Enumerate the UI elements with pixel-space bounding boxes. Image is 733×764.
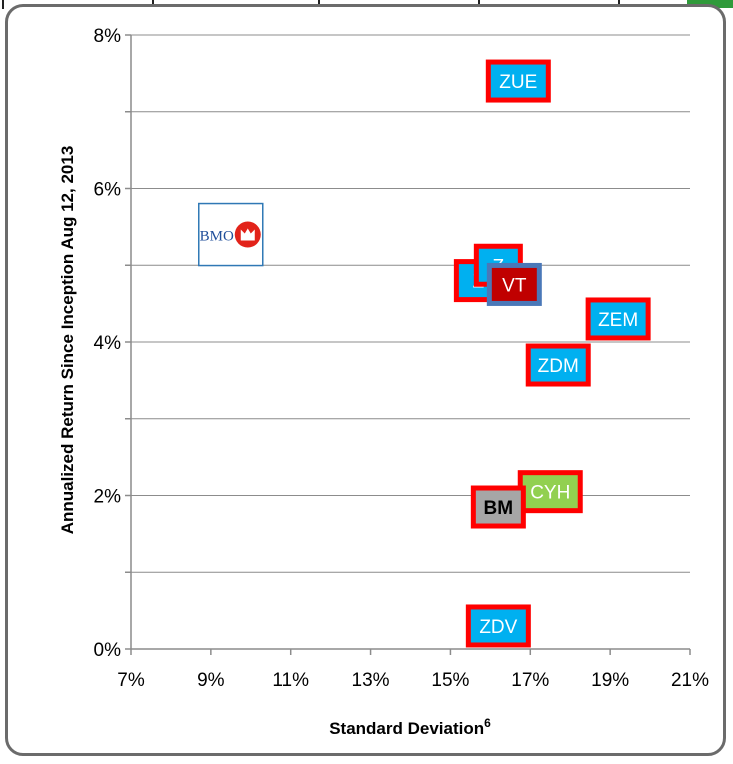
y-tick-label: 2% [94,487,122,508]
y-tick-label: 6% [94,180,122,201]
strip-divider [2,0,4,9]
data-point-label: ZUE [499,72,537,93]
x-tick-label: 9% [197,670,225,691]
gridlines [131,34,690,573]
y-tick-label: 8% [94,26,122,47]
data-point: CYH [517,470,583,514]
x-tick-label: 19% [591,670,629,691]
data-point: VT [486,262,542,306]
x-tick-label: 13% [352,670,390,691]
data-point-label: ZEM [598,310,638,331]
data-point-label: CYH [530,483,570,504]
x-axis-label: Standard Deviation6 [329,716,491,738]
data-point-label: ZDM [538,356,579,377]
data-point-box [525,343,591,387]
data-point-box [465,604,531,648]
data-point: ZEM [585,297,651,341]
data-point: ZDM [525,343,591,387]
x-tick-label: 17% [511,670,549,691]
data-points: ZUEZZVTZEMZDMCYHBMZDV [453,59,651,648]
data-point-box [470,485,526,529]
x-tick-label: 11% [272,670,309,691]
y-tick-label: 0% [94,640,122,661]
data-point-label: BM [484,498,514,519]
y-axis-label: Annualized Return Since Inception Aug 12… [58,146,77,535]
logo-m-glyph [240,228,255,241]
chart-card [5,4,726,756]
data-point: ZDV [465,604,531,648]
data-point-box [485,59,551,103]
x-tick-label: 21% [671,670,709,691]
axes [125,34,691,655]
x-tick-labels: 7% 9% 11% 13% 15% 17% 19% 21% [117,670,709,691]
y-tick-label: 4% [94,333,122,354]
data-point: ZUE [485,59,551,103]
data-point: BM [470,485,526,529]
data-point-box [585,297,651,341]
data-point-label: VT [502,275,527,296]
logo-text: BMO [200,229,234,245]
bmo-logo: BMO [198,202,264,267]
y-tick-labels: 0% 2% 4% 6% 8% [94,26,122,661]
x-tick-label: 15% [431,670,469,691]
data-point-box [486,262,542,306]
x-tick-label: 7% [117,670,145,691]
data-point-label: ZDV [479,617,517,638]
